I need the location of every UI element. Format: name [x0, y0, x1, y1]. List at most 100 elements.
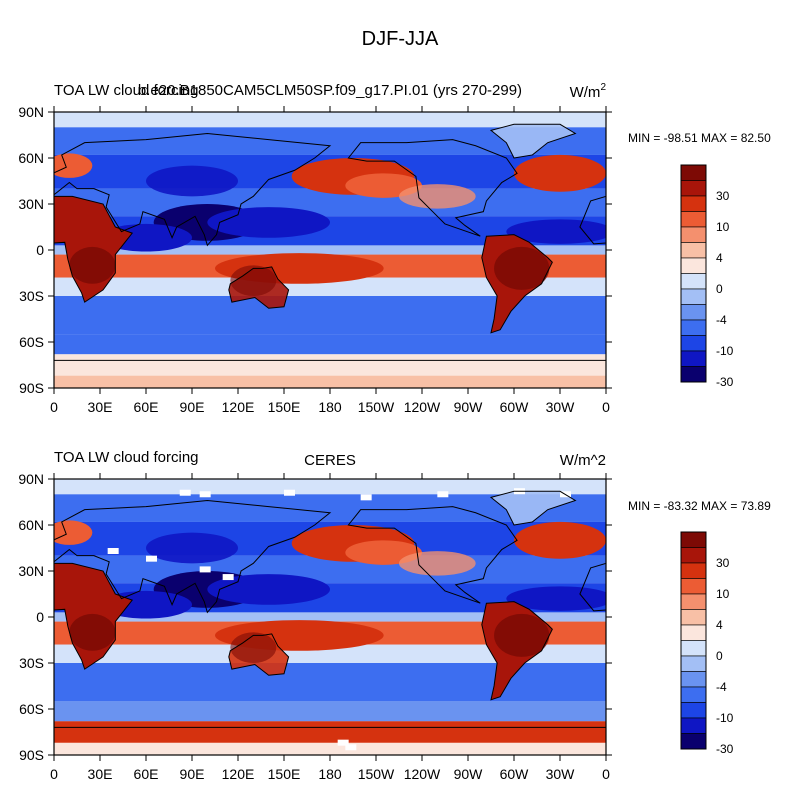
colorbar-swatch — [680, 702, 707, 719]
y-tick-label: 0 — [36, 609, 44, 625]
colorbar-swatch — [680, 655, 707, 672]
x-tick-label: 120E — [222, 399, 255, 415]
panel-units: W/m^2 — [560, 452, 606, 469]
colorbar-label: -10 — [716, 711, 734, 725]
coastlines — [54, 123, 606, 361]
colorbar-swatch — [680, 671, 707, 688]
colorbar-label: 4 — [716, 618, 723, 632]
colorbar-swatch — [680, 578, 707, 595]
x-tick-label: 0 — [50, 766, 58, 782]
colorbar-label: -4 — [716, 313, 727, 327]
figure-title: DJF-JJA — [362, 28, 439, 50]
colorbar-swatch — [680, 686, 707, 703]
coastlines — [54, 490, 606, 728]
x-tick-label: 0 — [602, 399, 610, 415]
panel-obs: 0 30E 60E 90E 120E 150E 180 150W 120W 90W 60W 30W 09… — [18, 449, 771, 782]
map-axes: 0 30E 60E 90E 120E 150E 180 150W 120W 90W 60W 30W 09… — [18, 471, 612, 782]
panel-center-title: CERES — [304, 452, 356, 469]
colorbar-swatch — [680, 366, 707, 383]
y-tick-label: 60S — [19, 334, 44, 350]
colorbar-model: 30 10 4 0 -4 -10 -30 — [680, 164, 734, 389]
x-tick-label: 180 — [318, 399, 342, 415]
colorbar-swatch — [680, 593, 707, 610]
x-tick-label: 30W — [546, 399, 576, 415]
map-axes: 0 30E 60E 90E 120E 150E 180 150W 120W 90W 60W 30W 09… — [18, 104, 612, 415]
missing-data-patches — [107, 488, 571, 751]
colorbar-swatch — [680, 180, 707, 197]
x-tick-label: 150W — [358, 766, 395, 782]
x-tick-label: 90E — [180, 399, 205, 415]
colorbar-label: 10 — [716, 587, 730, 601]
y-tick-label: 60N — [18, 150, 44, 166]
colorbar-label: 4 — [716, 251, 723, 265]
x-tick-label: 150W — [358, 399, 395, 415]
colorbar-swatch — [680, 242, 707, 259]
colorbar-swatch — [680, 609, 707, 626]
panel-left-title: TOA LW cloud forcing — [54, 82, 199, 99]
colorbar-label: 0 — [716, 649, 723, 663]
map-plot-model: 0 30E 60E 90E 120E 150E 180 150W 120W 90W 60W 30W 09… — [18, 104, 612, 415]
y-tick-label: 30N — [18, 563, 44, 579]
colorbar-swatch — [680, 319, 707, 336]
x-tick-label: 120W — [404, 766, 441, 782]
colorbar-swatch — [680, 164, 707, 181]
x-tick-label: 90E — [180, 766, 205, 782]
x-tick-label: 90W — [454, 399, 484, 415]
y-tick-label: 90N — [18, 104, 44, 120]
colorbar-swatch — [680, 350, 707, 367]
colorbar-obs: 30 10 4 0 -4 -10 -30 — [680, 531, 734, 756]
colorbar-label: -30 — [716, 375, 734, 389]
y-tick-label: 30S — [19, 288, 44, 304]
colorbar-swatch — [680, 273, 707, 290]
x-tick-label: 30W — [546, 766, 576, 782]
x-tick-label: 60W — [500, 766, 530, 782]
y-tick-label: 60S — [19, 701, 44, 717]
colorbar-swatch — [680, 624, 707, 641]
x-tick-label: 180 — [318, 766, 342, 782]
stats-readout: MIN = -83.32 MAX = 73.89 — [628, 499, 771, 513]
y-tick-label: 0 — [36, 242, 44, 258]
x-tick-label: 150E — [268, 766, 301, 782]
colorbar-swatch — [680, 288, 707, 305]
y-tick-label: 30N — [18, 196, 44, 212]
colorbar-label: 30 — [716, 556, 730, 570]
colorbar-swatch — [680, 717, 707, 734]
x-tick-label: 60E — [134, 399, 159, 415]
colorbar-label: 0 — [716, 282, 723, 296]
x-tick-label: 0 — [50, 399, 58, 415]
colorbar-swatch — [680, 304, 707, 321]
x-tick-label: 90W — [454, 766, 484, 782]
x-tick-label: 0 — [602, 766, 610, 782]
x-tick-label: 120W — [404, 399, 441, 415]
panel-units: W/m2 — [570, 82, 607, 101]
colorbar-swatch — [680, 547, 707, 564]
x-tick-label: 60W — [500, 399, 530, 415]
y-tick-label: 90S — [19, 747, 44, 763]
colorbar-label: -30 — [716, 742, 734, 756]
colorbar-swatch — [680, 257, 707, 274]
x-tick-label: 150E — [268, 399, 301, 415]
panel-left-title: TOA LW cloud forcing — [54, 449, 199, 466]
colorbar-label: -4 — [716, 680, 727, 694]
panel-center-title: b.e20.B1850CAM5CLM50SP.f09_g17.PI.01 (yr… — [138, 82, 522, 99]
x-tick-label: 30E — [88, 399, 113, 415]
colorbar-label: 10 — [716, 220, 730, 234]
x-tick-label: 60E — [134, 766, 159, 782]
stats-readout: MIN = -98.51 MAX = 82.50 — [628, 131, 771, 145]
y-tick-label: 30S — [19, 655, 44, 671]
colorbar-swatch — [680, 195, 707, 212]
colorbar-swatch — [680, 226, 707, 243]
colorbar-swatch — [680, 733, 707, 750]
y-tick-label: 90N — [18, 471, 44, 487]
x-tick-label: 30E — [88, 766, 113, 782]
map-plot-obs: 0 30E 60E 90E 120E 150E 180 150W 120W 90W 60W 30W 09… — [18, 471, 612, 782]
colorbar-swatch — [680, 562, 707, 579]
colorbar-label: -10 — [716, 344, 734, 358]
x-tick-label: 120E — [222, 766, 255, 782]
colorbar-swatch — [680, 531, 707, 548]
colorbar-swatch — [680, 335, 707, 352]
y-tick-label: 60N — [18, 517, 44, 533]
colorbar-swatch — [680, 640, 707, 657]
y-tick-label: 90S — [19, 380, 44, 396]
